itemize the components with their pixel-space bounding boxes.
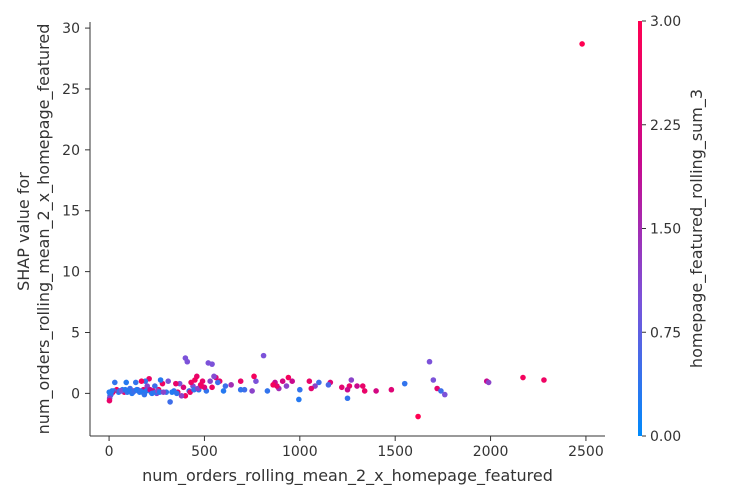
y-tick-label: 25 [62,82,80,98]
scatter-point [138,378,145,385]
x-tick-label: 1500 [377,444,413,460]
x-axis-ticks: 0 500 1000 1500 2000 2500 [105,436,604,460]
scatter-point [237,378,244,385]
scatter-point [344,386,351,393]
scatter-point [279,378,286,385]
scatter-point [401,380,408,387]
scatter-point [520,374,526,381]
x-tick-label: 2000 [473,444,509,460]
scatter-point [361,388,368,394]
scatter-point [426,358,433,365]
x-tick-label: 2500 [568,444,604,460]
scatter-point [260,352,267,359]
scatter-point [306,378,313,385]
scatter-point [209,384,215,391]
scatter-point [438,388,444,394]
scatter-point [485,379,492,386]
scatter-point [283,383,290,389]
scatter-point [348,377,355,383]
scatter-points [106,41,585,420]
scatter-point [285,374,292,381]
colorbar-tick-label: 2.25 [650,118,681,134]
scatter-point [237,386,244,393]
scatter-point [165,378,172,385]
scatter-point [173,390,180,397]
scatter-point [373,388,379,394]
x-tick-label: 0 [105,444,114,460]
scatter-point [415,413,421,420]
scatter-point [207,378,213,385]
y-axis-label-line-1: SHAP value for [14,172,33,291]
y-tick-label: 0 [71,386,80,402]
scatter-point [152,383,158,389]
colorbar: 0.00 0.75 1.50 2.25 3.00 [638,14,681,445]
y-tick-label: 20 [62,143,80,159]
y-axis-ticks: 0 5 10 15 20 25 30 [62,21,90,402]
scatter-point [344,395,351,402]
scatter-point [354,383,360,389]
scatter-point [180,384,187,391]
axes-frame [89,22,605,437]
scatter-point [441,391,448,398]
scatter-point [169,389,175,395]
colorbar-tick-label: 1.50 [650,222,681,238]
scatter-point [297,386,303,393]
scatter-point [270,382,276,388]
scatter-point [251,373,257,380]
scatter-point [160,389,167,395]
scatter-point [106,389,113,395]
y-tick-label: 30 [62,21,80,37]
scatter-point [289,378,295,385]
scatter-point [316,379,322,386]
scatter-point [220,388,227,394]
scatter-point [325,382,332,388]
scatter-point [253,378,259,385]
scatter-point [222,383,229,389]
scatter-point [106,397,113,404]
colorbar-tick-label: 0.00 [650,429,681,445]
scatter-point [359,383,366,389]
scatter-point [214,379,221,386]
colorbar-tick-label: 3.00 [650,14,681,30]
scatter-point [338,384,345,391]
scatter-point [205,360,212,366]
colorbar-gradient [638,21,642,436]
y-axis-label: SHAP value for num_orders_rolling_mean_2… [14,24,54,435]
x-tick-label: 500 [191,444,218,460]
scatter-point [388,386,395,393]
scatter-point [188,379,194,386]
scatter-point [198,383,205,389]
x-axis-label: num_orders_rolling_mean_2_x_homepage_fea… [142,466,553,486]
scatter-point [308,385,315,392]
colorbar-tick-label: 0.75 [650,325,681,341]
scatter-point [211,373,217,380]
scatter-point [182,355,189,361]
scatter-point [173,380,179,387]
x-tick-label: 1000 [282,444,318,460]
scatter-point [132,379,139,386]
colorbar-label: homepage_featured_rolling_sum_3 [687,89,707,368]
y-tick-label: 5 [71,326,80,342]
scatter-point [541,377,547,383]
scatter-point [228,382,234,388]
y-axis-label-line-2: num_orders_rolling_mean_2_x_homepage_fea… [34,24,54,435]
scatter-point [178,393,185,399]
scatter-point [167,399,173,405]
scatter-point [579,41,585,47]
y-tick-label: 10 [62,265,80,281]
scatter-point [123,379,130,386]
scatter-point [264,388,271,394]
scatter-point [157,377,164,383]
scatter-point [249,388,255,394]
scatter-point [296,396,302,403]
scatter-point [111,379,118,386]
y-tick-label: 15 [62,204,80,220]
scatter-point [430,377,437,383]
